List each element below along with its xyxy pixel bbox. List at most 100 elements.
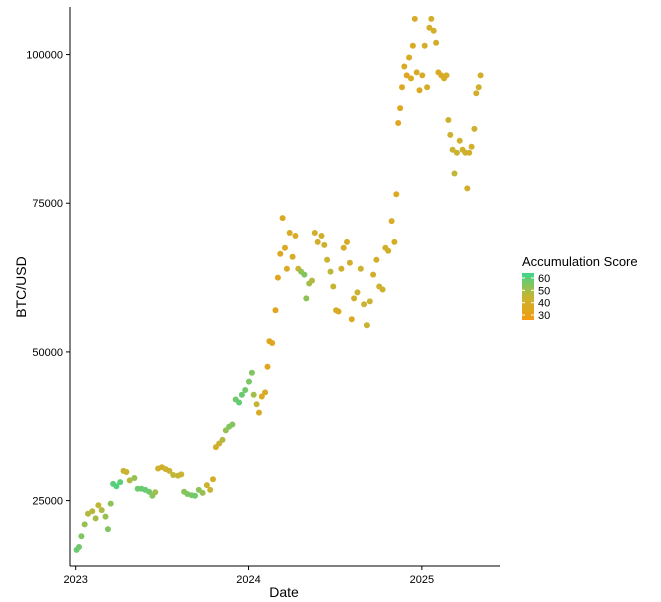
data-point — [403, 72, 410, 79]
data-point — [309, 277, 315, 284]
data-point — [397, 105, 404, 112]
data-point — [131, 475, 138, 481]
data-point — [324, 256, 331, 263]
data-point — [102, 513, 109, 520]
data-point — [475, 84, 482, 91]
data-point — [192, 492, 198, 499]
data-point — [451, 170, 458, 177]
data-point — [443, 72, 450, 79]
data-point — [477, 72, 484, 79]
x-axis-title: Date — [269, 584, 299, 600]
data-point — [229, 421, 236, 428]
data-point — [406, 54, 413, 61]
data-point — [424, 84, 431, 91]
data-point — [327, 268, 334, 275]
data-point — [330, 283, 337, 290]
data-point — [107, 500, 114, 507]
data-point — [385, 247, 392, 254]
data-point — [346, 259, 353, 266]
data-point — [256, 409, 262, 416]
data-point — [366, 298, 373, 305]
data-point — [314, 238, 321, 245]
data-point — [178, 471, 185, 478]
data-point — [264, 363, 271, 370]
data-point — [301, 271, 308, 278]
data-point — [104, 526, 111, 533]
legend-tick-label: 50 — [538, 285, 550, 297]
data-point — [419, 72, 426, 79]
legend-tick-label: 60 — [538, 273, 550, 285]
data-point — [98, 507, 105, 514]
data-point — [170, 472, 177, 478]
data-point — [146, 488, 153, 495]
data-point — [81, 521, 88, 528]
data-point — [242, 387, 249, 393]
data-point — [433, 39, 440, 46]
data-point — [238, 391, 245, 398]
data-point — [248, 369, 255, 376]
data-point — [203, 482, 210, 489]
data-point — [413, 69, 420, 76]
x-tick-label: 2025 — [410, 574, 434, 586]
legend-tick-label: 40 — [538, 298, 550, 310]
data-point — [340, 244, 347, 251]
data-point — [430, 27, 437, 34]
data-point — [411, 15, 418, 22]
legend-color-bar — [522, 273, 534, 320]
data-point — [453, 149, 460, 156]
y-tick-label: 75000 — [32, 198, 63, 210]
data-point — [401, 63, 408, 70]
data-point — [408, 75, 414, 82]
data-point — [393, 191, 400, 198]
data-point — [269, 340, 276, 346]
data-point — [473, 90, 480, 97]
y-tick-label: 25000 — [32, 496, 63, 508]
data-point — [391, 238, 398, 245]
data-point — [426, 24, 433, 31]
data-point — [89, 508, 96, 515]
data-point — [272, 307, 279, 314]
data-point — [219, 436, 226, 443]
data-point — [236, 399, 243, 406]
data-point — [289, 253, 296, 260]
data-point — [95, 502, 102, 509]
data-point — [246, 378, 252, 385]
data-point — [357, 265, 364, 272]
x-tick-label: 2024 — [236, 574, 260, 586]
data-point — [113, 483, 120, 490]
data-point — [303, 295, 310, 302]
data-point — [409, 42, 416, 49]
legend-tick-label: 30 — [538, 310, 550, 322]
data-point — [363, 322, 370, 329]
data-point — [348, 316, 355, 323]
data-point — [344, 238, 350, 245]
data-point — [253, 401, 260, 408]
data-point — [416, 87, 423, 94]
data-point — [321, 241, 328, 248]
data-point — [78, 533, 85, 540]
data-point — [76, 544, 82, 550]
data-point — [318, 233, 325, 239]
data-point — [250, 391, 257, 398]
data-point — [311, 230, 318, 236]
data-point — [274, 274, 281, 281]
legend-title: Accumulation Score — [522, 254, 638, 269]
data-point — [379, 286, 386, 293]
data-point — [335, 308, 342, 315]
data-point — [262, 389, 269, 396]
data-point — [207, 486, 214, 493]
data-point — [286, 230, 293, 236]
data-point — [388, 218, 395, 225]
x-tick-label: 2023 — [63, 574, 87, 586]
data-point — [258, 393, 265, 400]
y-ticks: 25000 50000 75000 100000 — [26, 50, 70, 508]
data-point — [199, 489, 206, 496]
data-point — [395, 120, 402, 126]
data-point — [447, 131, 454, 138]
y-axis-title: BTC/USD — [13, 256, 29, 317]
data-point — [456, 137, 463, 144]
data-point — [399, 84, 405, 91]
data-point — [292, 233, 299, 239]
